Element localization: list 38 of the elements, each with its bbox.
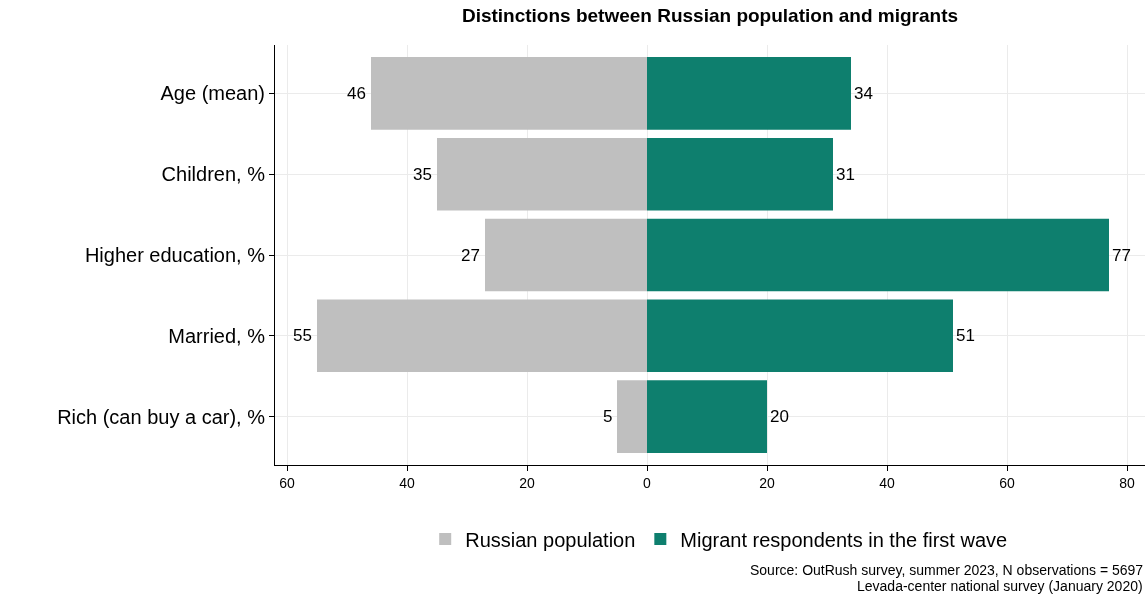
bar <box>647 57 851 130</box>
data-label: 77 <box>1112 245 1131 265</box>
data-label: 20 <box>770 407 789 427</box>
bar <box>317 299 647 373</box>
bar <box>437 137 647 211</box>
x-tick-label: 0 <box>643 474 652 491</box>
y-tick-label: Children, % <box>161 163 266 186</box>
data-label: 31 <box>836 164 855 184</box>
y-tick-label: Married, % <box>168 324 266 347</box>
bar <box>647 380 767 453</box>
x-tick-label: 40 <box>399 474 415 491</box>
data-label: 35 <box>413 165 432 184</box>
x-tick-label: 60 <box>999 474 1015 491</box>
data-label: 51 <box>956 326 975 346</box>
data-label: 55 <box>293 326 312 345</box>
bar <box>485 218 647 292</box>
data-label: 27 <box>461 246 480 265</box>
y-tick-label: Age (mean) <box>160 82 265 105</box>
bar <box>647 299 953 373</box>
data-label: 34 <box>854 83 873 103</box>
chart-title: Distinctions between Russian population and migrants <box>461 5 959 27</box>
x-tick-label: 60 <box>279 474 295 491</box>
bar <box>647 137 833 211</box>
y-tick-label: Rich (can buy a car), % <box>57 405 266 428</box>
legend-label: Russian population <box>465 528 636 551</box>
bar <box>371 57 647 130</box>
x-tick-label: 20 <box>759 474 775 491</box>
data-label: 5 <box>603 407 613 426</box>
x-tick-label: 20 <box>519 474 535 491</box>
x-tick-label: 80 <box>1119 474 1135 491</box>
legend-label: Migrant respondents in the first wave <box>680 528 1008 551</box>
y-tick-label: Higher education, % <box>84 244 266 266</box>
data-label: 46 <box>347 84 366 103</box>
source-note: Source: OutRush survey, summer 2023, N observations = 5697 <box>750 562 1144 578</box>
bar <box>647 218 1109 292</box>
bar <box>617 380 647 453</box>
text: Levada-center national survey (January 2020) <box>857 578 1143 594</box>
x-tick-label: 40 <box>879 474 895 491</box>
